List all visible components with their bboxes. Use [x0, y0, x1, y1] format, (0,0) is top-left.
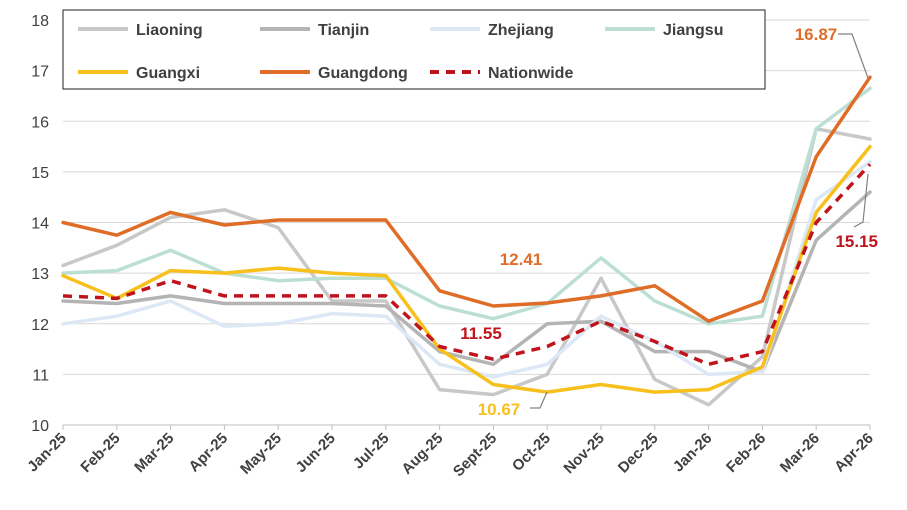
- legend-label-tianjin: Tianjin: [318, 22, 369, 39]
- series-line-jiangsu: [61, 86, 872, 326]
- series-lines: [61, 75, 872, 407]
- x-tick-label: Apr-26: [831, 430, 877, 476]
- x-tick-label: Aug-25: [398, 430, 446, 478]
- legend-label-guangxi: Guangxi: [136, 65, 200, 82]
- x-tick-label: Mar-25: [131, 430, 177, 476]
- legend-box: [62, 9, 766, 90]
- y-axis: 10 11 12 13 14 15 16 17 18: [31, 13, 49, 435]
- series-line-liaoning: [61, 127, 872, 407]
- data-label-annotation: 10.67: [478, 400, 521, 419]
- data-label-annotation: 12.41: [500, 250, 543, 269]
- x-tick-label: Mar-26: [777, 430, 823, 476]
- x-tick-label: Dec-25: [615, 430, 662, 477]
- x-tick-label: Feb-25: [77, 430, 123, 476]
- x-axis: Jan-25 Feb-25 Mar-25 Apr-25 May-25 Jun-25 Jul-…: [24, 424, 877, 480]
- x-tick-label: Apr-25: [186, 430, 232, 476]
- series-line-guangxi: [61, 144, 872, 394]
- series-line-guangdong: [61, 75, 872, 323]
- legend-label-liaoning: Liaoning: [136, 22, 203, 39]
- legend-label-jiangsu: Jiangsu: [663, 22, 723, 39]
- x-tick-label: Feb-26: [723, 430, 769, 476]
- x-tick-label: Sept-25: [450, 430, 500, 480]
- y-tick-label: 16: [31, 114, 49, 131]
- annotation-leader: [530, 391, 548, 409]
- y-tick-label: 14: [31, 216, 49, 233]
- x-tick-label: Nov-25: [560, 430, 607, 477]
- x-tick-label: Jan-25: [24, 430, 70, 476]
- x-tick-label: May-25: [237, 430, 285, 478]
- legend-label-nationwide: Nationwide: [488, 65, 573, 82]
- y-tick-label: 12: [31, 317, 49, 334]
- series-line-zhejiang: [61, 160, 872, 379]
- y-tick-label: 11: [32, 367, 49, 384]
- series-line-tianjin: [61, 190, 872, 374]
- y-tick-label: 18: [31, 13, 49, 30]
- x-tick-label: Oct-25: [509, 430, 554, 475]
- y-tick-label: 15: [31, 165, 49, 182]
- data-label-annotation: 15.15: [835, 232, 878, 251]
- x-tick-label: Jan-26: [670, 430, 716, 476]
- legend: Liaoning Tianjin Zhejiang Jiangsu Guangxi Gua…: [62, 9, 766, 90]
- annotations: 16.87 12.41 11.55 15.15 10.67: [460, 25, 878, 419]
- y-tick-label: 17: [31, 64, 49, 81]
- x-tick-label: Jul-25: [350, 430, 393, 473]
- legend-label-guangdong: Guangdong: [318, 65, 408, 82]
- legend-label-zhejiang: Zhejiang: [488, 22, 554, 39]
- y-tick-label: 10: [31, 418, 49, 435]
- x-tick-label: Jun-25: [293, 430, 339, 476]
- data-label-annotation: 11.55: [460, 324, 502, 343]
- y-tick-label: 13: [31, 266, 49, 283]
- annotation-leader: [838, 33, 869, 79]
- data-label-annotation: 16.87: [795, 25, 838, 44]
- annotation-leader: [853, 173, 869, 228]
